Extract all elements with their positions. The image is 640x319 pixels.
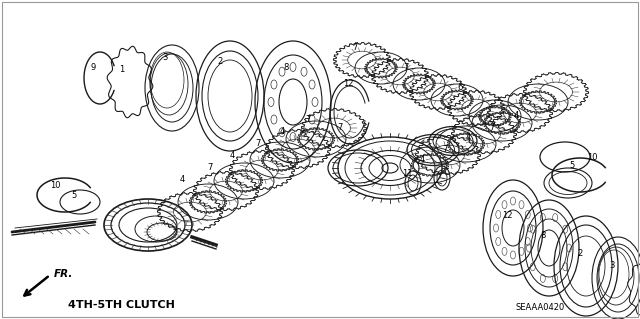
Text: 12: 12 bbox=[502, 211, 512, 219]
Text: 10: 10 bbox=[587, 152, 597, 161]
Text: 4: 4 bbox=[179, 175, 184, 184]
Text: 8: 8 bbox=[540, 232, 546, 241]
Text: 4: 4 bbox=[229, 151, 235, 160]
Text: 5: 5 bbox=[570, 160, 575, 169]
Text: 7: 7 bbox=[337, 123, 342, 132]
Text: 7: 7 bbox=[442, 145, 448, 153]
Text: 7: 7 bbox=[207, 164, 212, 173]
Text: 2: 2 bbox=[218, 57, 223, 66]
Text: 9: 9 bbox=[90, 63, 95, 72]
Text: 3: 3 bbox=[609, 261, 614, 270]
Text: 7: 7 bbox=[255, 138, 260, 147]
Text: 7: 7 bbox=[305, 115, 310, 124]
Text: 12: 12 bbox=[343, 78, 353, 87]
Text: 10: 10 bbox=[50, 181, 60, 189]
Text: 8: 8 bbox=[284, 63, 289, 71]
Text: FR.: FR. bbox=[54, 269, 74, 279]
Text: 1: 1 bbox=[120, 65, 125, 75]
Text: 6: 6 bbox=[458, 83, 463, 92]
Text: 7: 7 bbox=[490, 122, 495, 131]
Text: 7: 7 bbox=[403, 63, 409, 71]
Text: 3: 3 bbox=[163, 53, 168, 62]
Text: 4TH-5TH CLUTCH: 4TH-5TH CLUTCH bbox=[68, 300, 175, 310]
Text: SEAAA0420: SEAAA0420 bbox=[516, 303, 565, 313]
Text: 11: 11 bbox=[402, 168, 412, 177]
Text: 4: 4 bbox=[419, 155, 424, 165]
Text: 4: 4 bbox=[280, 128, 285, 137]
Text: 5: 5 bbox=[72, 191, 77, 201]
Text: 4: 4 bbox=[465, 133, 470, 143]
Text: 7: 7 bbox=[352, 42, 358, 51]
Text: 4: 4 bbox=[513, 112, 518, 121]
Text: 2: 2 bbox=[577, 249, 582, 258]
